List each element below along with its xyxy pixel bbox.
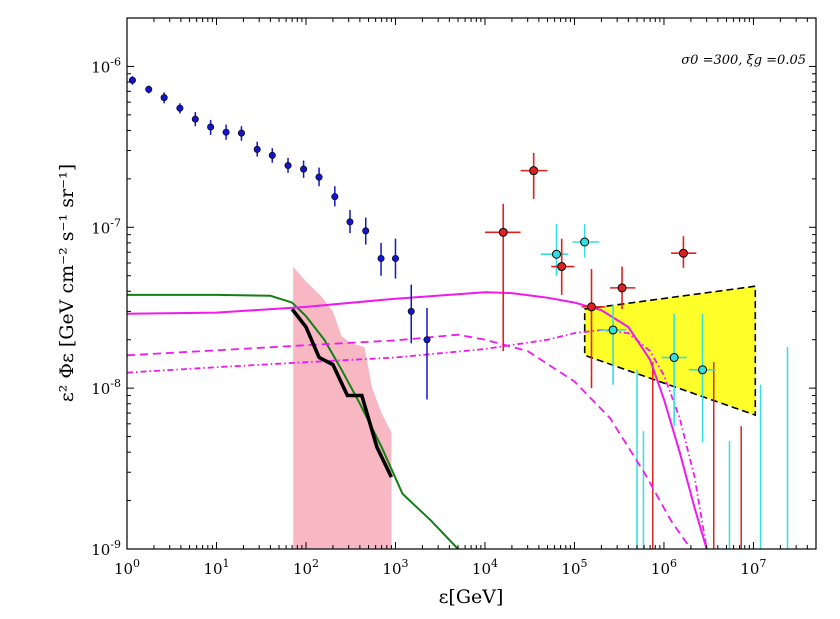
x-tick-labels: 100 101 102 103 104 105 106 107 [114,557,767,578]
cyan-data-point [608,325,618,335]
yellow-bowtie [583,285,757,417]
red-data-point [557,262,567,272]
red-data-point [586,302,596,312]
gamma-data-point [160,94,168,102]
cyan-data-point [669,353,679,363]
y-axis-label: ε² Φε [GeV cm⁻² s⁻¹ sr⁻¹] [56,164,78,402]
x-tick-label: 100 [114,557,140,578]
gamma-data-point [237,129,245,137]
cyan-data-point [698,365,708,375]
plot-frame [126,17,817,550]
gamma-data-point [145,85,153,93]
x-tick-label: 105 [561,557,587,578]
x-tick-label: 104 [472,557,498,578]
magenta-total-curve [127,291,708,549]
cyan-data-point [552,249,562,259]
magenta-dashdot-curve [127,329,708,549]
gamma-data-point [207,123,215,131]
green-model-curve [127,293,459,549]
pink-sensitivity-band [293,266,392,549]
red-data-point [529,166,539,176]
x-tick-label: 103 [382,557,408,578]
x-tick-label: 101 [203,557,229,578]
red-data-point [617,283,627,293]
gamma-data-point [128,76,136,84]
gamma-data-point [315,173,323,181]
red-data-point [498,227,508,237]
cyan-data-point [580,237,590,247]
axis-ticks [126,17,817,550]
black-sensitivity-line [290,307,394,478]
red-data-point [678,248,688,258]
y-tick-label: 10-7 [91,216,121,237]
gamma-data-point [362,227,370,235]
magenta-dashed-curve [127,333,692,549]
gamma-data-point [423,336,431,344]
gamma-data-point [268,151,276,159]
gamma-data-point [391,254,399,262]
gamma-data-point [253,145,261,153]
gamma-data-point [222,128,230,136]
gamma-data-point [300,165,308,173]
gamma-data-point [377,254,385,262]
x-tick-label: 102 [293,557,319,578]
x-tick-label: 106 [651,557,677,578]
gamma-data-point [176,104,184,112]
plot-area [127,76,789,549]
gamma-data-point [191,115,199,123]
gamma-data-point [407,307,415,315]
gamma-data-point [284,162,292,170]
y-tick-label: 10-8 [91,377,121,398]
x-tick-label: 107 [740,557,766,578]
y-tick-label: 10-9 [91,538,121,559]
parameter-annotation: σ0 =300, ξg =0.05 [681,53,806,68]
gamma-data-point [346,218,354,226]
gamma-data-point [331,193,339,201]
x-axis-label: ε[GeV] [439,586,504,608]
y-tick-label: 10-6 [91,55,121,76]
y-tick-labels: 10-9 10-8 10-7 10-6 [91,55,121,559]
